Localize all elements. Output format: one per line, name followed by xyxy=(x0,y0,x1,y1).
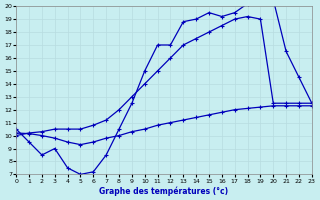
X-axis label: Graphe des températures (°c): Graphe des températures (°c) xyxy=(100,186,228,196)
